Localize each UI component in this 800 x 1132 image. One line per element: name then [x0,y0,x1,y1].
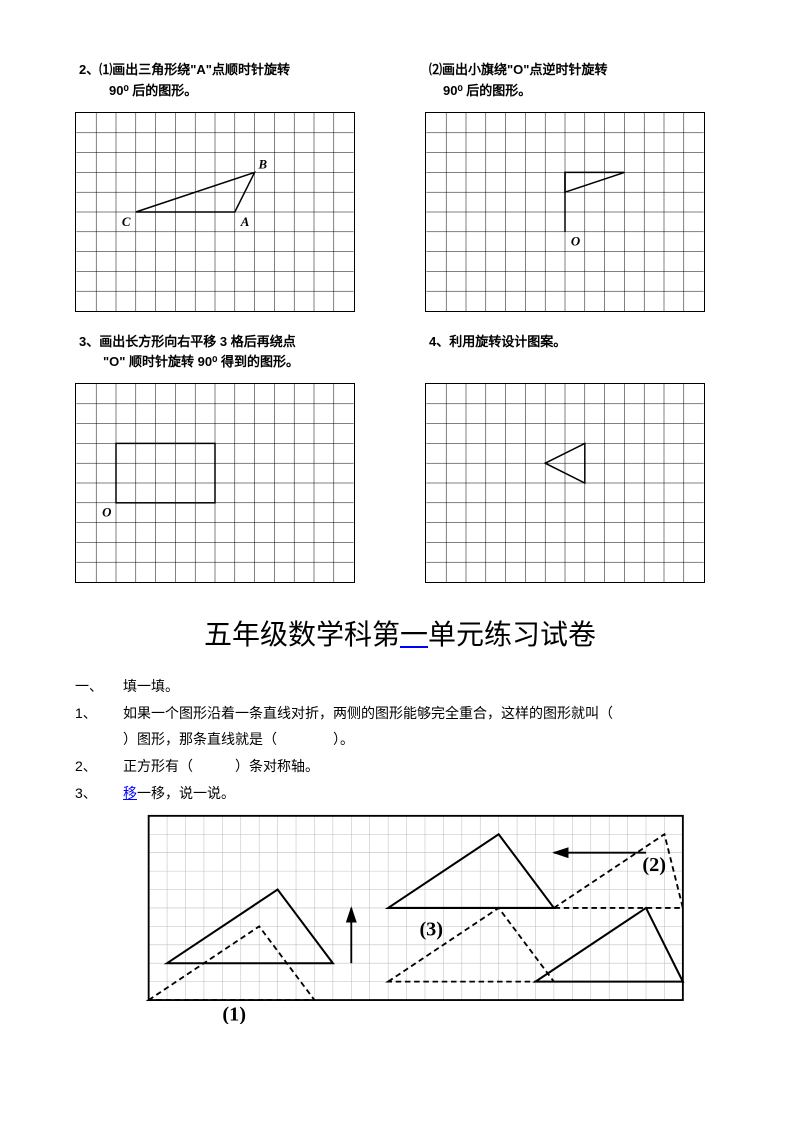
num-label: 2、 [79,62,99,77]
problem-2-2-text: ⑵画出小旗绕"O"点逆时针旋转 90⁰ 后的图形。 [425,60,725,102]
grid-figure-1: A B C [75,112,355,312]
section-1: 一、 填一填。 1、 如果一个图形沿着一条直线对折，两侧的图形能够完全重合，这样… [75,673,725,806]
problems-row-2: 3、画出长方形向右平移 3 格后再绕点 "O" 顺时针旋转 90⁰ 得到的图形。… [75,332,725,584]
problem-3: 3、画出长方形向右平移 3 格后再绕点 "O" 顺时针旋转 90⁰ 得到的图形。… [75,332,375,584]
section-1-head: 一、 填一填。 [75,673,725,700]
svg-text:(2): (2) [642,854,666,876]
grid-figure-2: O [425,112,705,312]
problem-2-2: ⑵画出小旗绕"O"点逆时针旋转 90⁰ 后的图形。 O [425,60,725,312]
wide-figure-container: (1) (2) (3) [123,814,725,1027]
question-2: 2、 正方形有（ ）条对称轴。 [75,753,725,780]
translation-figure: (1) (2) (3) [123,814,703,1024]
question-1-line2: ）图形，那条直线就是（ ）。 [75,726,725,753]
problem-2-1-text: 2、⑴画出三角形绕"A"点顺时针旋转 90⁰ 后的图形。 [75,60,375,102]
page-title: 五年级数学科第一单元练习试卷 [75,613,725,653]
problems-row-1: 2、⑴画出三角形绕"A"点顺时针旋转 90⁰ 后的图形。 A B C ⑵画出小旗绕"… [75,60,725,312]
problem-3-text: 3、画出长方形向右平移 3 格后再绕点 "O" 顺时针旋转 90⁰ 得到的图形。 [75,332,375,374]
svg-text:O: O [102,506,111,520]
question-1-line1: 1、 如果一个图形沿着一条直线对折，两侧的图形能够完全重合，这样的图形就叫（ [75,700,725,727]
grid-figure-3: O [75,383,355,583]
svg-text:O: O [571,234,580,248]
svg-text:A: A [240,214,250,228]
num-label: 3、 [79,334,99,349]
problem-4: 4、利用旋转设计图案。 [425,332,725,584]
link-text: 移 [123,785,137,801]
problem-2-1: 2、⑴画出三角形绕"A"点顺时针旋转 90⁰ 后的图形。 A B C [75,60,375,312]
svg-text:(1): (1) [222,1003,246,1024]
question-3: 3、 移一移，说一说。 [75,780,725,807]
svg-text:B: B [258,157,268,171]
svg-text:C: C [122,214,131,228]
problem-4-text: 4、利用旋转设计图案。 [425,332,725,374]
svg-text:(3): (3) [419,919,443,941]
num-label: 4、 [429,334,449,349]
grid-figure-4 [425,383,705,583]
